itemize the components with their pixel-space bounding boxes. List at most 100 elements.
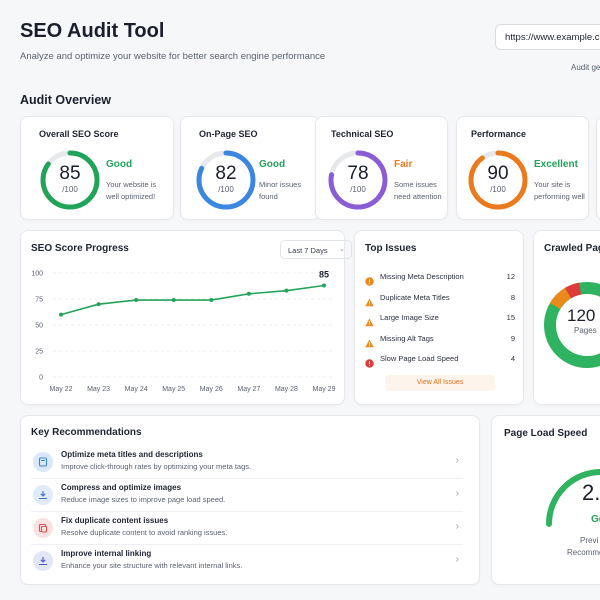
page-load-speed-title: Page Load Speed	[504, 428, 588, 439]
date-range-label: Last 7 Days	[288, 246, 328, 255]
gauge-fill	[468, 150, 528, 210]
score-value: 90	[487, 163, 509, 184]
score-status: Fair	[394, 159, 413, 170]
issue-row[interactable]: Large Image Size 15	[365, 312, 515, 327]
page-title: SEO Audit Tool	[20, 20, 165, 42]
issue-row[interactable]: Slow Page Load Speed 4	[365, 353, 515, 368]
score-card-on-page: On-Page SEO 82 /100 Good Minor issues fou…	[180, 116, 320, 220]
tag-icon	[33, 452, 53, 472]
gauge-fill	[328, 150, 388, 210]
issue-row[interactable]: Missing Meta Description 12	[365, 271, 515, 286]
warning-triangle-icon	[365, 294, 374, 306]
issue-name: Duplicate Meta Titles	[380, 292, 450, 302]
recommendation-title: Improve internal linking	[61, 549, 152, 558]
x-tick-label: May 22	[50, 386, 73, 393]
score-card-performance: Performance 90 /100 Excellent Your site …	[456, 116, 589, 220]
y-tick-label: 50	[35, 323, 43, 330]
page-load-speed-grade: Go	[591, 514, 600, 525]
warning-triangle-icon	[365, 314, 374, 327]
score-gauge	[468, 150, 528, 210]
y-tick-label: 25	[35, 349, 43, 356]
score-status: Good	[106, 159, 133, 170]
issue-name: Large Image Size	[380, 313, 439, 322]
url-input[interactable]: https://www.example.com	[495, 24, 600, 50]
issue-row[interactable]: Duplicate Meta Titles 8	[365, 292, 515, 306]
x-tick-label: May 29	[313, 386, 336, 393]
image-icon	[33, 485, 53, 505]
score-card-title: Technical SEO	[331, 129, 394, 139]
progress-line-chart: 0 25 50 75 100 May 22 May 23 May 24 May 25 May 26…	[31, 269, 336, 393]
page-load-speed-gauge	[546, 469, 600, 527]
crawled-pages-donut	[544, 282, 600, 368]
data-point[interactable]	[284, 288, 289, 293]
recommendation-description: Resolve duplicate content to avoid ranki…	[61, 528, 228, 537]
page-load-speed-previous: Previ	[580, 536, 599, 545]
error-circle-icon	[365, 355, 374, 368]
score-card-title: On-Page SEO	[199, 129, 258, 139]
issue-count: 4	[510, 354, 515, 363]
page-load-speed-recommended: Recomme	[567, 548, 600, 557]
score-card-partial	[596, 116, 600, 220]
top-issues-title: Top Issues	[365, 243, 417, 254]
recommendation-item[interactable]: Optimize meta titles and descriptions Imp…	[31, 448, 463, 478]
data-point[interactable]	[96, 302, 101, 307]
score-value: 85	[59, 163, 81, 184]
issue-name: Missing Alt Tags	[380, 333, 434, 343]
chevron-right-icon: ›	[455, 455, 459, 466]
date-range-dropdown[interactable]: Last 7 Days ⌄	[280, 240, 352, 259]
score-card-technical: Technical SEO 78 /100 Fair Some issues ne…	[315, 116, 448, 220]
last-value-label: 85	[319, 269, 329, 279]
issue-row[interactable]: Missing Alt Tags 9	[365, 333, 515, 347]
data-point[interactable]	[59, 312, 63, 317]
score-gauge	[40, 150, 100, 210]
score-status: Good	[259, 159, 286, 170]
score-card-overall: Overall SEO Score 85 /100 Good Your webs…	[20, 116, 174, 220]
recommendation-item[interactable]: Improve internal linking Enhance your sit…	[31, 547, 463, 577]
issue-count: 8	[510, 292, 515, 302]
issue-count: 9	[510, 333, 515, 343]
recommendations-title: Key Recommendations	[31, 427, 142, 438]
gauge-fill	[40, 150, 100, 210]
divider	[31, 544, 463, 545]
page-load-speed-card: Page Load Speed 2. Go Previ Recomme	[491, 415, 600, 585]
recommendation-title: Compress and optimize images	[61, 483, 182, 492]
recommendation-description: Improve click-through rates by optimizin…	[61, 462, 252, 471]
view-all-issues-button[interactable]: View All Issues	[385, 375, 495, 391]
recommendation-description: Enhance your site structure with relevan…	[61, 561, 243, 570]
issue-count: 15	[506, 313, 515, 322]
data-point[interactable]	[171, 298, 176, 303]
score-value: 82	[215, 163, 237, 184]
x-tick-label: May 24	[125, 386, 148, 393]
divider	[31, 511, 463, 512]
score-card-title: Overall SEO Score	[39, 129, 119, 139]
audit-generated-label: Audit generated	[571, 63, 600, 72]
issue-count: 12	[506, 272, 515, 281]
score-gauge	[196, 150, 256, 210]
recommendation-item[interactable]: Fix duplicate content issues Resolve dupl…	[31, 514, 463, 544]
duplicate-icon	[33, 518, 53, 538]
score-description: Some issues need attention	[394, 180, 442, 201]
data-point[interactable]	[322, 283, 326, 288]
page-load-speed-value: 2.	[582, 480, 600, 505]
x-tick-label: May 25	[162, 386, 185, 393]
link-icon	[33, 551, 53, 571]
data-point[interactable]	[246, 291, 251, 296]
data-point[interactable]	[209, 298, 214, 303]
y-tick-label: 100	[31, 271, 43, 278]
data-point[interactable]	[134, 298, 139, 303]
chevron-right-icon: ›	[455, 521, 459, 532]
audit-overview-title: Audit Overview	[20, 93, 111, 107]
score-description: Minor issues found	[259, 180, 302, 201]
score-description: Your website is well optimized!	[106, 180, 157, 201]
y-tick-label: 0	[39, 375, 43, 382]
recommendation-item[interactable]: Compress and optimize images Reduce image…	[31, 481, 463, 511]
warning-circle-icon	[365, 273, 374, 286]
crawled-pages-card: Crawled Pages 120 Pages	[533, 230, 600, 405]
score-denominator: /100	[62, 185, 78, 194]
divider	[31, 478, 463, 479]
issue-name: Slow Page Load Speed	[380, 354, 459, 363]
progress-title: SEO Score Progress	[31, 243, 129, 254]
issue-name: Missing Meta Description	[380, 272, 464, 281]
chevron-down-icon: ⌄	[339, 246, 345, 253]
